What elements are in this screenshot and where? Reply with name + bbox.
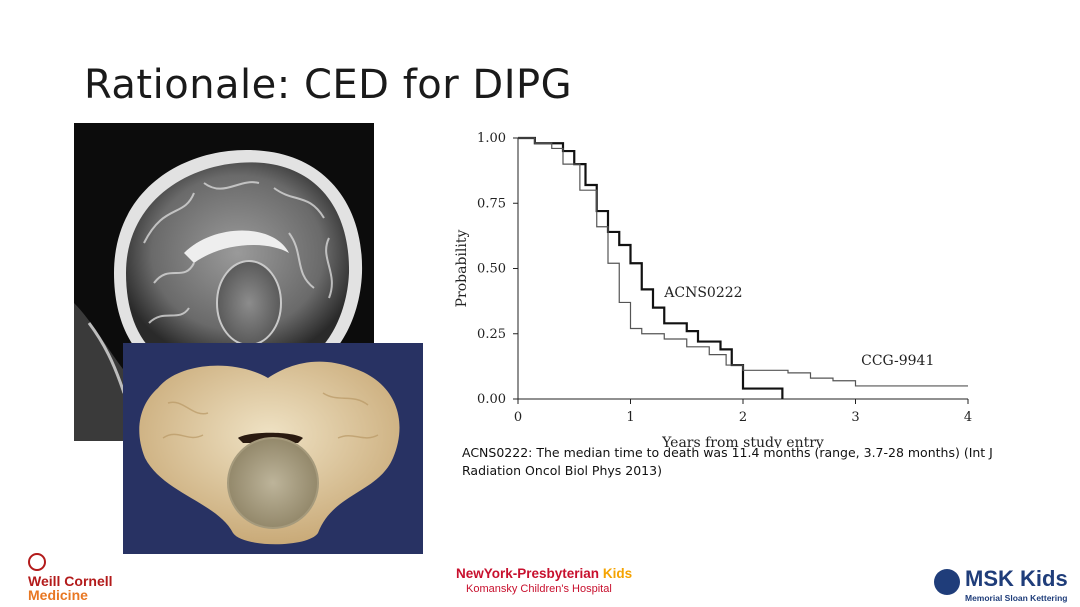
series-line-acns0222 bbox=[518, 136, 784, 399]
weill-cornell-logo: Weill Cornell Medicine bbox=[28, 553, 138, 607]
nyp-logo-name: NewYork-Presbyterian Kids bbox=[456, 566, 686, 581]
wcm-logo-line2: Medicine bbox=[28, 587, 88, 603]
msk-logo-name: MSK Kids bbox=[965, 566, 1068, 591]
x-tick-label: 4 bbox=[964, 410, 972, 425]
nyp-kids: Kids bbox=[602, 566, 633, 581]
survival-chart-svg: 0.00 0.25 0.50 0.75 1.00 0 1 2 3 4 Probability Yea… bbox=[454, 131, 972, 451]
specimen-image bbox=[123, 343, 423, 554]
y-tick-label: 0.75 bbox=[477, 196, 506, 211]
survival-chart: 0.00 0.25 0.50 0.75 1.00 0 1 2 3 4 Probability Yea… bbox=[440, 118, 1000, 451]
x-axis-label: Years from study entry bbox=[661, 435, 824, 448]
y-axis-label: Probability bbox=[454, 230, 470, 308]
slide-title: Rationale: CED for DIPG bbox=[84, 62, 573, 108]
y-tick-label: 0.25 bbox=[477, 327, 506, 342]
nyp-logo: NewYork-Presbyterian Kids Komansky Child… bbox=[456, 566, 686, 606]
specimen-graphic bbox=[123, 343, 423, 554]
series-line-ccg-9941 bbox=[518, 137, 968, 387]
x-tick-label: 3 bbox=[851, 410, 859, 425]
x-tick-label: 2 bbox=[739, 410, 747, 425]
msk-kids-logo: MSK Kids Memorial Sloan Kettering bbox=[934, 566, 1074, 606]
x-tick-label: 0 bbox=[514, 410, 522, 425]
msk-icon bbox=[934, 569, 960, 595]
msk-logo-sub: Memorial Sloan Kettering bbox=[965, 593, 1068, 603]
wcm-logo-line1: Weill Cornell bbox=[28, 573, 113, 589]
series-label-ccg-9941: CCG-9941 bbox=[861, 353, 934, 369]
nyp-name: NewYork-Presbyterian bbox=[456, 566, 600, 581]
y-tick-label: 0.00 bbox=[477, 392, 506, 407]
nyp-logo-sub: Komansky Children's Hospital bbox=[466, 583, 612, 595]
series-label-acns0222: ACNS0222 bbox=[663, 285, 742, 301]
x-tick-label: 1 bbox=[626, 410, 634, 425]
y-tick-label: 0.50 bbox=[477, 262, 506, 277]
chart-caption: ACNS0222: The median time to death was 1… bbox=[462, 445, 993, 478]
seal-icon bbox=[28, 553, 46, 571]
y-tick-label: 1.00 bbox=[477, 131, 506, 146]
